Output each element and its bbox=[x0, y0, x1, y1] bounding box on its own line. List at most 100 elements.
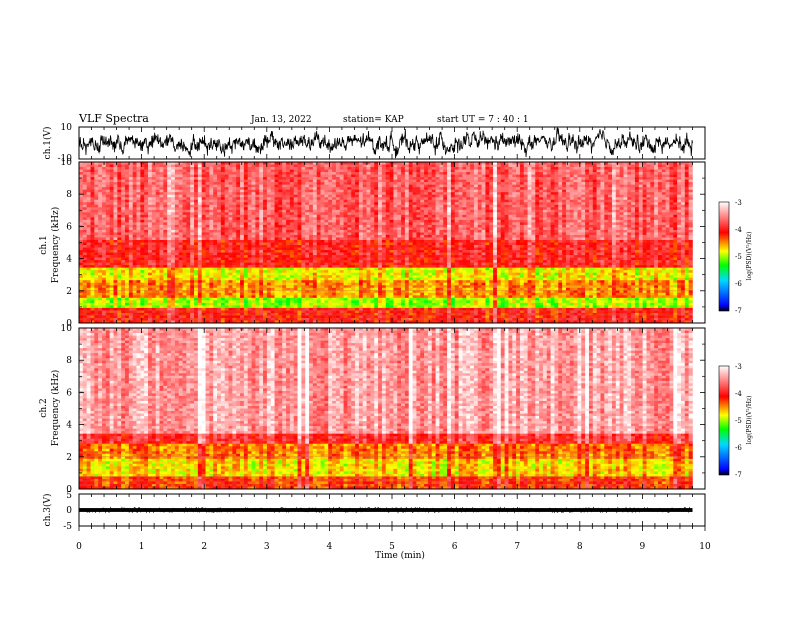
spectrogram-cell bbox=[635, 170, 639, 173]
spectrogram-cell bbox=[110, 172, 114, 175]
spectrogram-cell bbox=[416, 172, 420, 175]
spectrogram-cell bbox=[275, 177, 279, 180]
spectrogram-cell bbox=[558, 170, 562, 173]
spectrogram-cell bbox=[213, 205, 217, 208]
spectrogram-cell bbox=[547, 192, 551, 195]
spectrogram-cell bbox=[140, 187, 144, 190]
spectrogram-cell bbox=[577, 170, 581, 173]
spectrogram-cell bbox=[677, 222, 681, 225]
spectrogram-cell bbox=[370, 215, 374, 218]
spectrogram-cell bbox=[98, 215, 102, 218]
spectrogram-cell bbox=[347, 190, 351, 193]
spectrogram-cell bbox=[447, 197, 451, 200]
spectrogram-cell bbox=[290, 212, 294, 215]
spectrogram-cell bbox=[639, 230, 643, 233]
spectrogram-cell bbox=[248, 215, 252, 218]
spectrogram-cell bbox=[340, 225, 344, 228]
spectrogram-cell bbox=[409, 212, 413, 215]
spectrogram-cell bbox=[317, 200, 321, 203]
spectrogram-cell bbox=[485, 195, 489, 198]
spectrogram-cell bbox=[102, 182, 106, 185]
spectrogram-cell bbox=[551, 212, 555, 215]
spectrogram-cell bbox=[416, 205, 420, 208]
spectrogram-cell bbox=[225, 185, 229, 188]
spectrogram-cell bbox=[600, 225, 604, 228]
spectrogram-cell bbox=[432, 190, 436, 193]
spectrogram-cell bbox=[485, 190, 489, 193]
spectrogram-cell bbox=[340, 232, 344, 235]
spectrogram-cell bbox=[589, 235, 593, 238]
spectrogram-cell bbox=[390, 212, 394, 215]
spectrogram-cell bbox=[378, 165, 382, 168]
spectrogram-cell bbox=[608, 175, 612, 178]
spectrogram-cell bbox=[405, 205, 409, 208]
spectrogram-cell bbox=[689, 202, 693, 205]
spectrogram-cell bbox=[163, 227, 167, 230]
spectrogram-cell bbox=[183, 217, 187, 220]
spectrogram-cell bbox=[436, 235, 440, 238]
spectrogram-cell bbox=[558, 180, 562, 183]
spectrogram-cell bbox=[324, 217, 328, 220]
spectrogram-cell bbox=[643, 170, 647, 173]
spectrogram-cell bbox=[447, 190, 451, 193]
spectrogram-cell bbox=[370, 197, 374, 200]
spectrogram-cell bbox=[225, 212, 229, 215]
spectrogram-cell bbox=[156, 230, 160, 233]
spectrogram-cell bbox=[221, 202, 225, 205]
spectrogram-cell bbox=[121, 230, 125, 233]
spectrogram-cell bbox=[562, 200, 566, 203]
spectrogram-cell bbox=[321, 192, 325, 195]
spectrogram-cell bbox=[439, 205, 443, 208]
spectrogram-cell bbox=[459, 187, 463, 190]
spectrogram-cell bbox=[144, 185, 148, 188]
spectrogram-cell bbox=[650, 212, 654, 215]
spectrogram-cell bbox=[117, 215, 121, 218]
spectrogram-cell bbox=[347, 175, 351, 178]
spectrogram-cell bbox=[290, 205, 294, 208]
spectrogram-cell bbox=[225, 197, 229, 200]
spectrogram-cell bbox=[332, 210, 336, 213]
spectrogram-cell bbox=[409, 225, 413, 228]
spectrogram-cell bbox=[94, 185, 98, 188]
spectrogram-cell bbox=[317, 225, 321, 228]
spectrogram-cell bbox=[397, 195, 401, 198]
spectrogram-cell bbox=[623, 192, 627, 195]
spectrogram-cell bbox=[175, 237, 179, 240]
spectrogram-cell bbox=[382, 237, 386, 240]
spectrogram-cell bbox=[401, 167, 405, 170]
spectrogram-cell bbox=[102, 222, 106, 225]
spectrogram-cell bbox=[512, 182, 516, 185]
spectrogram-cell bbox=[94, 175, 98, 178]
spectrogram-cell bbox=[612, 232, 616, 235]
spectrogram-cell bbox=[255, 232, 259, 235]
spectrogram-cell bbox=[558, 187, 562, 190]
spectrogram-cell bbox=[129, 207, 133, 210]
spectrogram-cell bbox=[186, 165, 190, 168]
spectrogram-cell bbox=[669, 177, 673, 180]
spectrogram-cell bbox=[236, 225, 240, 228]
spectrogram-cell bbox=[225, 200, 229, 203]
spectrogram-cell bbox=[535, 182, 539, 185]
spectrogram-cell bbox=[91, 190, 95, 193]
spectrogram-cell bbox=[554, 232, 558, 235]
spectrogram-cell bbox=[217, 212, 221, 215]
spectrogram-cell bbox=[282, 205, 286, 208]
spectrogram-cell bbox=[397, 170, 401, 173]
spectrogram-cell bbox=[520, 225, 524, 228]
spectrogram-cell bbox=[581, 185, 585, 188]
spectrogram-cell bbox=[432, 202, 436, 205]
spectrogram-cell bbox=[232, 215, 236, 218]
spectrogram-cell bbox=[562, 177, 566, 180]
spectrogram-cell bbox=[447, 215, 451, 218]
spectrogram-cell bbox=[186, 212, 190, 215]
spectrogram-cell bbox=[608, 225, 612, 228]
spectrogram-cell bbox=[416, 227, 420, 230]
spectrogram-cell bbox=[401, 235, 405, 238]
spectrogram-cell bbox=[324, 215, 328, 218]
spectrogram-cell bbox=[328, 220, 332, 223]
spectrogram-cell bbox=[202, 215, 206, 218]
spectrogram-cell bbox=[232, 195, 236, 198]
spectrogram-cell bbox=[493, 202, 497, 205]
spectrogram-cell bbox=[79, 200, 83, 203]
spectrogram-cell bbox=[148, 207, 152, 210]
